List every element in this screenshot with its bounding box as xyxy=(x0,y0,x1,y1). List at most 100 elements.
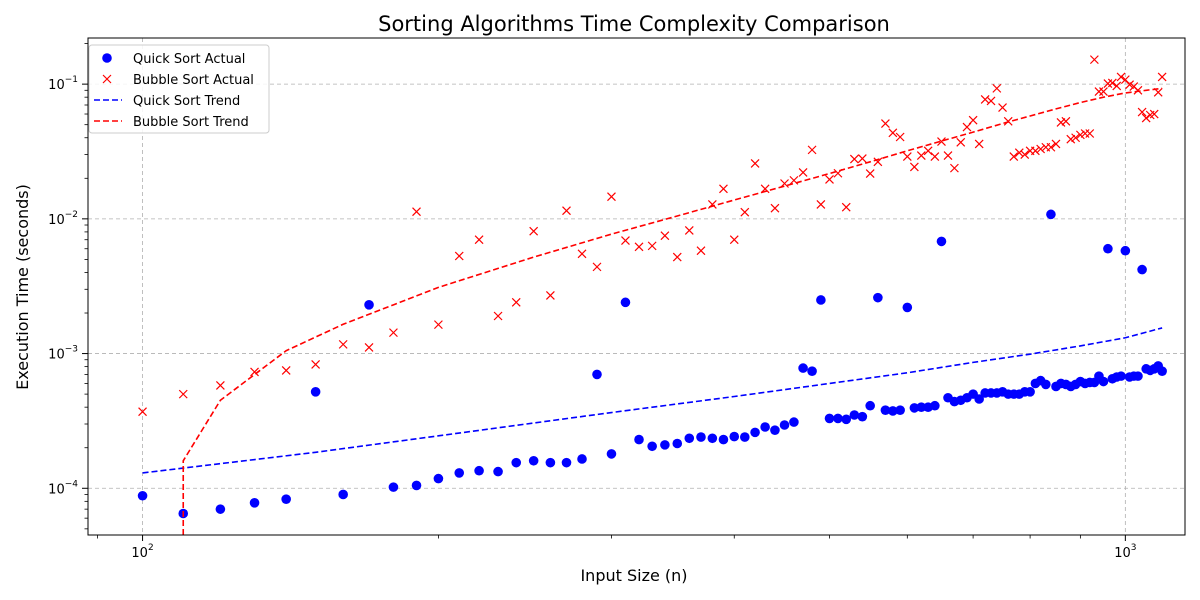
quick-sort-point xyxy=(454,468,465,478)
bubble-sort-point xyxy=(740,207,750,217)
bubble-sort-point xyxy=(545,291,555,300)
quick-sort-point xyxy=(620,297,631,308)
bubble-sort-point xyxy=(888,128,898,138)
quick-sort-point xyxy=(779,420,790,430)
bubble-sort-point xyxy=(281,365,291,375)
bubble-sort-point xyxy=(577,249,587,259)
bubble-sort-point xyxy=(1036,144,1046,154)
quick-sort-point xyxy=(684,433,695,444)
quick-sort-point xyxy=(1137,264,1147,275)
quick-sort-trend-line xyxy=(142,327,1163,474)
bubble-sort-point xyxy=(454,251,464,261)
quick-sort-point xyxy=(338,489,348,500)
legend-marker-dot xyxy=(102,53,112,63)
quick-sort-point xyxy=(388,482,399,492)
quick-sort-point xyxy=(841,414,852,425)
bubble-sort-point xyxy=(1141,113,1151,123)
quick-sort-point xyxy=(1046,209,1056,220)
bubble-sort-point xyxy=(562,206,571,216)
bubble-sort-point xyxy=(798,168,808,177)
quick-sort-point xyxy=(740,432,750,442)
x-axis-label: Input Size (n) xyxy=(580,566,687,585)
quick-sort-point xyxy=(672,438,683,449)
quick-sort-point xyxy=(865,400,875,411)
bubble-sort-point xyxy=(849,154,859,164)
bubble-sort-point xyxy=(684,226,694,235)
quick-sort-point xyxy=(789,417,799,427)
quick-sort-point xyxy=(909,403,920,413)
quick-sort-point xyxy=(873,292,883,303)
quick-sort-point xyxy=(916,402,927,412)
bubble-sort-point xyxy=(1066,134,1076,144)
bubble-sort-point xyxy=(696,246,706,256)
bubble-sort-point xyxy=(930,152,940,161)
bubble-sort-point xyxy=(719,184,728,194)
legend: Quick Sort Actual Bubble Sort Actual Quick… xyxy=(88,44,270,134)
quick-sort-point xyxy=(696,432,706,442)
bubble-sort-point xyxy=(511,297,521,307)
bubble-sort-point xyxy=(1133,85,1143,95)
quick-sort-point xyxy=(493,466,503,477)
legend-label: Bubble Sort Actual xyxy=(133,73,254,88)
legend-label: Quick Sort Trend xyxy=(133,94,240,109)
quick-sort-point xyxy=(634,434,644,445)
bubble-sort-point xyxy=(529,226,539,236)
bubble-sort-point xyxy=(895,132,905,142)
bubble-sort-point xyxy=(974,139,984,149)
quick-sort-point xyxy=(770,425,780,435)
quick-sort-point xyxy=(750,427,760,438)
quick-sort-point xyxy=(433,473,444,484)
bubble-sort-point xyxy=(986,96,996,106)
bubble-sort-point xyxy=(1149,109,1159,119)
quick-sort-point xyxy=(849,410,860,420)
quick-sort-point xyxy=(936,236,947,247)
quick-sort-point xyxy=(660,440,670,450)
quick-sort-point xyxy=(824,413,835,424)
y-tick-label: 10−1 xyxy=(48,75,78,93)
quick-sort-point xyxy=(1157,366,1167,376)
bubble-sort-point xyxy=(992,83,1002,93)
bubble-sort-point xyxy=(1137,107,1147,117)
bubble-sort-point xyxy=(1089,55,1099,65)
quick-sort-point xyxy=(528,455,539,466)
x-tick-label: 103 xyxy=(1114,543,1136,561)
bubble-sort-point xyxy=(1030,146,1040,156)
quick-sort-point xyxy=(511,457,522,468)
quick-sort-point xyxy=(364,300,374,310)
bubble-sort-point xyxy=(1061,116,1071,126)
bubble-sort-trend-line xyxy=(182,87,1163,535)
bubble-sort-point xyxy=(880,119,890,128)
bubble-sort-point xyxy=(647,241,657,251)
y-tick-label: 10−4 xyxy=(48,479,78,497)
bubble-sort-point xyxy=(178,389,188,399)
quick-sort-point xyxy=(895,405,905,415)
plot-series xyxy=(137,55,1167,535)
bubble-sort-point xyxy=(873,157,883,167)
quick-sort-point xyxy=(718,434,729,445)
quick-sort-point xyxy=(215,504,226,514)
quick-sort-point xyxy=(281,494,291,504)
quick-sort-point xyxy=(902,302,913,313)
bubble-sort-point xyxy=(1099,87,1108,97)
bubble-sort-point xyxy=(816,199,826,209)
bubble-sort-point xyxy=(607,192,616,202)
bubble-sort-point xyxy=(621,236,630,245)
x-tick-label: 102 xyxy=(131,543,153,561)
quick-sort-point xyxy=(249,498,260,508)
quick-sort-point xyxy=(1133,371,1143,381)
bubble-sort-point xyxy=(1014,148,1024,158)
quick-sort-point xyxy=(577,454,587,464)
bubble-sort-point xyxy=(909,162,919,172)
y-axis-label: Execution Time (seconds) xyxy=(13,184,32,390)
quick-sort-point xyxy=(974,394,984,404)
quick-sort-point xyxy=(1120,245,1131,256)
bubble-sort-point xyxy=(916,151,926,160)
grid xyxy=(88,38,1185,535)
bubble-sort-point xyxy=(750,158,760,168)
quick-sort-point xyxy=(561,457,572,468)
quick-sort-point xyxy=(857,411,868,422)
quick-sort-point xyxy=(647,441,657,452)
bubble-sort-point xyxy=(1046,142,1056,152)
